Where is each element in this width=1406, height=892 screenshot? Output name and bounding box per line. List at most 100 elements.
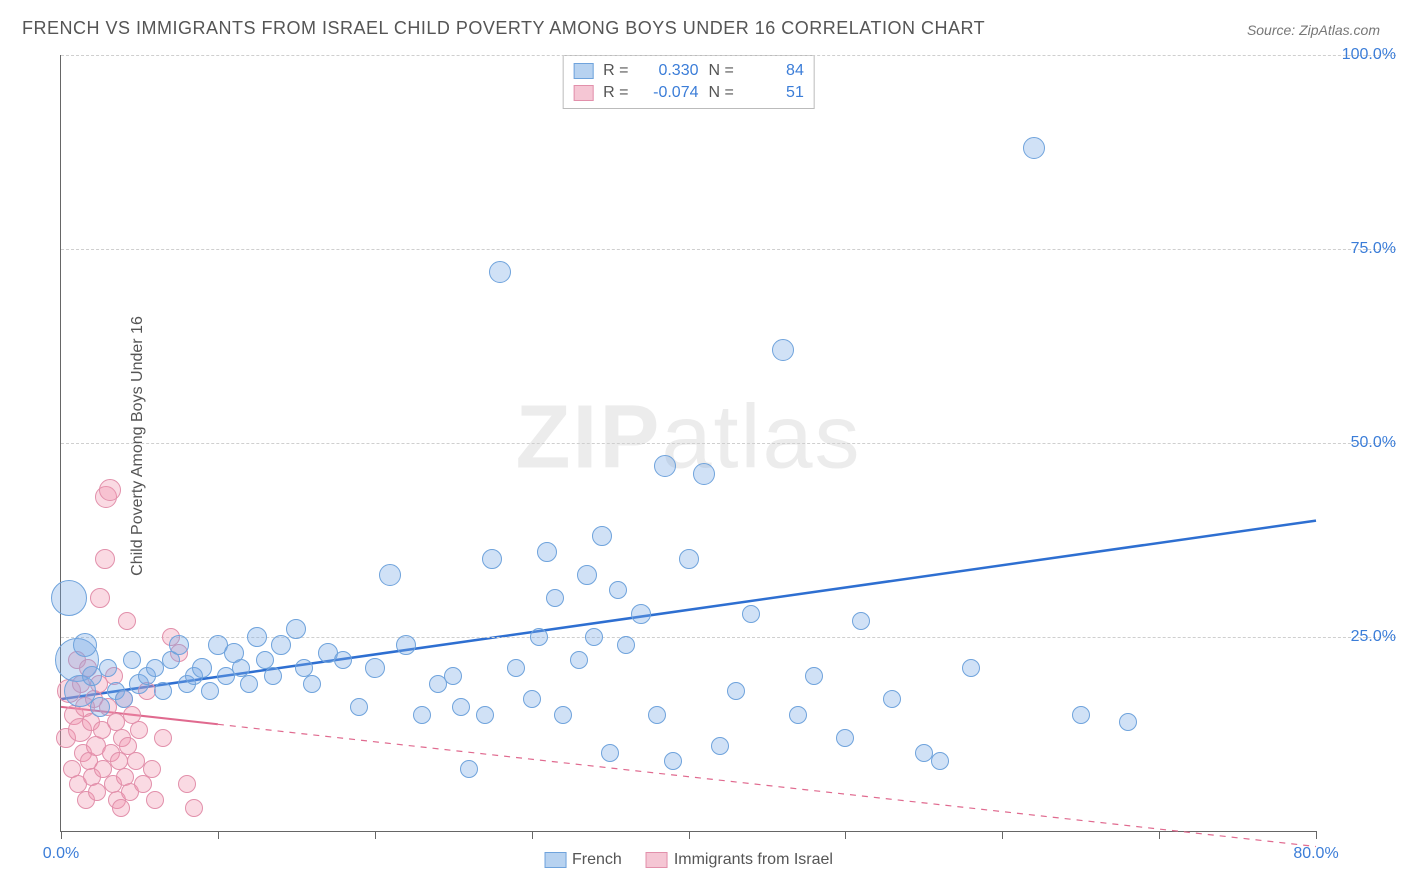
data-point-french — [585, 628, 603, 646]
watermark-atlas: atlas — [661, 387, 861, 487]
data-point-french — [883, 690, 901, 708]
x-tick — [1159, 831, 1160, 839]
data-point-french — [444, 667, 462, 685]
data-point-french — [334, 651, 352, 669]
x-tick — [689, 831, 690, 839]
data-point-french — [530, 628, 548, 646]
data-point-french — [154, 682, 172, 700]
data-point-french — [592, 526, 612, 546]
x-tick — [61, 831, 62, 839]
gridline — [61, 55, 1396, 56]
data-point-israel — [90, 588, 110, 608]
data-point-french — [452, 698, 470, 716]
stats-legend: R = 0.330 N = 84 R = -0.074 N = 51 — [562, 55, 815, 109]
data-point-french — [413, 706, 431, 724]
x-tick — [532, 831, 533, 839]
data-point-israel — [130, 721, 148, 739]
legend-label-israel: Immigrants from Israel — [674, 851, 833, 868]
data-point-french — [546, 589, 564, 607]
data-point-french — [247, 627, 267, 647]
data-point-french — [51, 580, 87, 616]
x-tick — [1316, 831, 1317, 839]
data-point-french — [73, 633, 97, 657]
data-point-french — [271, 635, 291, 655]
watermark-zip: ZIP — [515, 387, 661, 487]
stat-r-label: R = — [603, 82, 628, 104]
data-point-french — [664, 752, 682, 770]
data-point-french — [379, 564, 401, 586]
y-tick-label: 25.0% — [1326, 628, 1396, 646]
data-point-french — [617, 636, 635, 654]
data-point-israel — [143, 760, 161, 778]
data-point-french — [507, 659, 525, 677]
data-point-french — [693, 463, 715, 485]
data-point-french — [679, 549, 699, 569]
data-point-israel — [146, 791, 164, 809]
correlation-chart: FRENCH VS IMMIGRANTS FROM ISRAEL CHILD P… — [0, 0, 1406, 892]
gridline — [61, 443, 1396, 444]
data-point-french — [836, 729, 854, 747]
data-point-french — [1072, 706, 1090, 724]
chart-title: FRENCH VS IMMIGRANTS FROM ISRAEL CHILD P… — [22, 18, 985, 39]
stat-r-french: 0.330 — [639, 60, 699, 82]
data-point-french — [350, 698, 368, 716]
legend-item-israel: Immigrants from Israel — [646, 851, 833, 869]
data-point-french — [99, 659, 117, 677]
series-legend: French Immigrants from Israel — [544, 851, 833, 869]
data-point-israel — [112, 799, 130, 817]
x-tick-label: 80.0% — [1293, 845, 1338, 863]
legend-label-french: French — [572, 851, 622, 868]
data-point-french — [654, 455, 676, 477]
watermark: ZIPatlas — [515, 386, 861, 489]
data-point-french — [523, 690, 541, 708]
data-point-french — [789, 706, 807, 724]
stat-r-israel: -0.074 — [639, 82, 699, 104]
x-tick — [375, 831, 376, 839]
data-point-israel — [134, 775, 152, 793]
source-label: Source: — [1247, 22, 1295, 38]
data-point-french — [577, 565, 597, 585]
data-point-french — [123, 651, 141, 669]
plot-area: ZIPatlas R = 0.330 N = 84 R = -0.074 N =… — [60, 55, 1316, 832]
data-point-french — [90, 697, 110, 717]
data-point-french — [805, 667, 823, 685]
data-point-french — [192, 658, 212, 678]
data-point-french — [169, 635, 189, 655]
data-point-french — [727, 682, 745, 700]
source-value: ZipAtlas.com — [1299, 22, 1380, 38]
swatch-french — [544, 852, 566, 868]
stat-r-label: R = — [603, 60, 628, 82]
data-point-french — [554, 706, 572, 724]
stat-n-israel: 51 — [744, 82, 804, 104]
data-point-french — [489, 261, 511, 283]
data-point-french — [303, 675, 321, 693]
data-point-french — [286, 619, 306, 639]
data-point-israel — [154, 729, 172, 747]
data-point-french — [1023, 137, 1045, 159]
data-point-israel — [118, 612, 136, 630]
data-point-israel — [185, 799, 203, 817]
gridline — [61, 249, 1396, 250]
data-point-french — [115, 690, 133, 708]
data-point-french — [772, 339, 794, 361]
data-point-french — [482, 549, 502, 569]
data-point-french — [537, 542, 557, 562]
data-point-french — [601, 744, 619, 762]
swatch-israel — [573, 85, 593, 101]
data-point-french — [570, 651, 588, 669]
data-point-french — [648, 706, 666, 724]
data-point-french — [264, 667, 282, 685]
data-point-french — [365, 658, 385, 678]
legend-item-french: French — [544, 851, 622, 869]
data-point-french — [631, 604, 651, 624]
y-tick-label: 100.0% — [1326, 46, 1396, 64]
stats-row-french: R = 0.330 N = 84 — [573, 60, 804, 82]
data-point-french — [609, 581, 627, 599]
swatch-french — [573, 63, 593, 79]
stat-n-french: 84 — [744, 60, 804, 82]
data-point-french — [711, 737, 729, 755]
data-point-french — [931, 752, 949, 770]
data-point-french — [1119, 713, 1137, 731]
swatch-israel — [646, 852, 668, 868]
data-point-french — [240, 675, 258, 693]
